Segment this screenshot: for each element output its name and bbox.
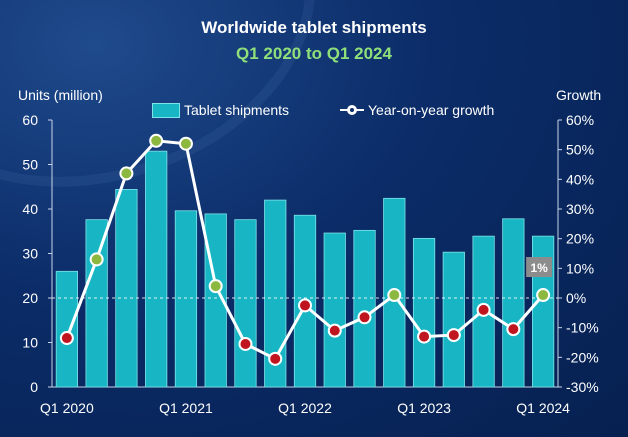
growth-point [446, 328, 461, 343]
growth-point [298, 298, 312, 313]
bar [115, 189, 138, 388]
growth-point [268, 351, 283, 366]
legend-bar-swatch [152, 102, 180, 118]
bar [412, 237, 436, 388]
bar [85, 219, 108, 388]
y-tick-label-left: 30 [22, 246, 38, 262]
y-tick-label-left: 60 [22, 112, 38, 128]
growth-point [536, 288, 551, 303]
bar [264, 199, 287, 388]
bar [55, 270, 78, 388]
growth-point [119, 166, 134, 181]
chart-subtitle: Q1 2020 to Q1 2024 [236, 44, 392, 63]
growth-point [387, 288, 402, 303]
growth-point [149, 133, 164, 148]
y-tick-label-right: 20% [566, 231, 594, 247]
growth-point [417, 329, 432, 344]
bar [145, 150, 168, 388]
x-tick-label: Q1 2022 [278, 400, 332, 416]
y-tick-label-right: -30% [566, 379, 599, 395]
y-tick-label-left: 20 [22, 290, 38, 306]
x-tick-label: Q1 2024 [516, 400, 570, 416]
growth-point [506, 322, 521, 337]
bar [442, 251, 465, 388]
growth-point [208, 279, 223, 294]
legend-item-shipments: Tablet shipments [152, 102, 289, 118]
growth-point [59, 331, 74, 346]
y-tick-label-right: 0% [566, 290, 586, 306]
y-tick-label-right: -20% [566, 349, 599, 365]
y-tick-label-right: 60% [566, 112, 594, 128]
legend-label-growth: Year-on-year growth [368, 102, 495, 118]
y-tick-label-right: -10% [566, 320, 599, 336]
y-tick-label-right: 50% [566, 142, 594, 158]
y-tick-label-left: 0 [30, 379, 38, 395]
legend-label-shipments: Tablet shipments [184, 102, 290, 118]
y-axis-label-right: Growth [556, 87, 602, 103]
bar [502, 218, 525, 388]
chart-title: Worldwide tablet shipments [201, 18, 427, 37]
y-tick-label-right: 30% [566, 201, 594, 217]
annotation-label: 1% [530, 261, 548, 275]
y-tick-label-right: 10% [566, 260, 594, 276]
y-tick-label-left: 10 [22, 335, 38, 351]
x-tick-label: Q1 2020 [40, 400, 94, 416]
growth-point [89, 252, 104, 267]
bar [353, 229, 376, 388]
annotation-box [526, 257, 553, 278]
growth-point [357, 310, 372, 325]
x-tick-label: Q1 2023 [397, 400, 451, 416]
legend-line-key [340, 103, 364, 117]
growth-point [178, 136, 193, 151]
growth-point [238, 336, 253, 351]
y-tick-label-left: 40 [22, 201, 38, 217]
bar [323, 232, 346, 388]
growth-point [476, 302, 491, 317]
legend-item-growth: Year-on-year growth [340, 102, 494, 118]
y-tick-label-left: 50 [22, 157, 38, 173]
bar [174, 210, 198, 388]
growth-point [327, 323, 342, 338]
y-axis-label-left: Units (million) [18, 87, 103, 103]
bar [234, 219, 257, 388]
x-tick-label: Q1 2021 [159, 400, 213, 416]
y-tick-label-right: 40% [566, 171, 594, 187]
